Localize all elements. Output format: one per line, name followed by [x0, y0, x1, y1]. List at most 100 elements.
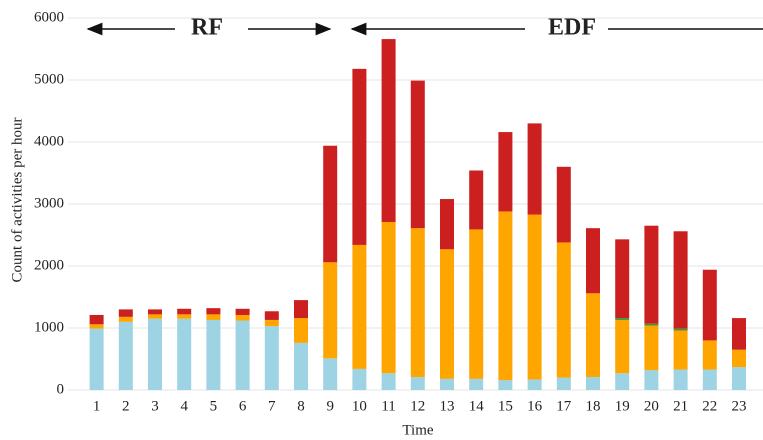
bar-segment — [528, 215, 542, 380]
bar-segment — [469, 171, 483, 230]
bar-segment — [674, 231, 688, 328]
bar-segment — [382, 373, 396, 390]
bar-segment — [469, 379, 483, 390]
bar-segment — [498, 380, 512, 390]
bar-segment — [294, 300, 308, 318]
bar-segment — [644, 226, 658, 324]
bar-segment — [674, 370, 688, 390]
x-tick-label: 9 — [326, 398, 334, 414]
bar-segment — [732, 318, 746, 350]
x-tick-label: 3 — [151, 398, 159, 414]
bar-segment — [469, 229, 483, 378]
x-tick-label: 18 — [586, 398, 601, 414]
bar-segment — [236, 309, 250, 315]
bar-segment — [644, 370, 658, 390]
x-tick-label: 6 — [239, 398, 247, 414]
x-tick-label: 15 — [498, 398, 513, 414]
bar-segment — [411, 377, 425, 390]
bar-segment — [586, 293, 600, 377]
y-tick-label: 0 — [57, 381, 65, 397]
bar-segment — [352, 69, 366, 245]
bar-segment — [382, 222, 396, 373]
bar-segment — [323, 358, 337, 390]
bar-segment — [586, 377, 600, 390]
bar-segment — [557, 242, 571, 377]
bar-segment — [703, 370, 717, 390]
y-tick-label: 2000 — [34, 257, 64, 273]
bar-segment — [411, 81, 425, 229]
bar-segment — [119, 317, 133, 322]
bar-segment — [440, 379, 454, 390]
y-tick-label: 4000 — [34, 133, 64, 149]
bar-segment — [644, 324, 658, 326]
bar-segment — [265, 326, 279, 390]
x-tick-label: 1 — [93, 398, 101, 414]
bar-segment — [177, 309, 191, 315]
x-tick-label: 17 — [556, 398, 572, 414]
y-tick-label: 1000 — [34, 319, 64, 335]
bar-segment — [528, 379, 542, 390]
bar-segment — [703, 270, 717, 341]
bar-segment — [119, 309, 133, 316]
bar-segment — [352, 369, 366, 390]
bar-segment — [294, 343, 308, 390]
x-tick-label: 22 — [702, 398, 717, 414]
bar-segment — [90, 315, 104, 324]
bar-segment — [615, 373, 629, 390]
x-tick-label: 4 — [180, 398, 188, 414]
bar-segment — [411, 228, 425, 377]
bar-segment — [177, 314, 191, 318]
bar-segment — [352, 245, 366, 369]
bar-segment — [148, 319, 162, 390]
bar-segment — [440, 199, 454, 249]
x-tick-label: 16 — [527, 398, 543, 414]
bar-segment — [236, 321, 250, 390]
y-tick-label: 6000 — [34, 9, 64, 25]
bar-segment — [236, 315, 250, 321]
x-tick-label: 11 — [381, 398, 395, 414]
x-tick-label: 19 — [615, 398, 630, 414]
bar-segment — [644, 326, 658, 371]
bar-segment — [440, 249, 454, 379]
bar-segment — [265, 320, 279, 326]
bar-segment — [177, 319, 191, 390]
bar-segment — [382, 39, 396, 222]
bar-segment — [615, 320, 629, 373]
bar-segment — [148, 314, 162, 318]
x-tick-label: 5 — [210, 398, 218, 414]
x-tick-label: 12 — [410, 398, 425, 414]
bar-segment — [528, 123, 542, 214]
bar-segment — [206, 314, 220, 320]
bar-segment — [498, 132, 512, 211]
bar-segment — [557, 378, 571, 390]
x-tick-label: 10 — [352, 398, 367, 414]
x-tick-label: 2 — [122, 398, 130, 414]
bar-segment — [206, 308, 220, 314]
bar-segment — [265, 311, 279, 320]
bar-segment — [498, 211, 512, 380]
x-tick-label: 14 — [469, 398, 485, 414]
bar-segment — [206, 320, 220, 390]
y-tick-label: 3000 — [34, 195, 64, 211]
annotation: RF — [191, 15, 223, 41]
x-axis-label: Time — [402, 422, 433, 438]
bar-segment — [674, 330, 688, 369]
bar-segment — [90, 329, 104, 390]
y-tick-label: 5000 — [34, 71, 64, 87]
chart: Count of activities per hour Time RF EDF… — [0, 0, 763, 440]
bar-segment — [119, 322, 133, 390]
x-tick-label: 23 — [732, 398, 747, 414]
bar-segment — [557, 167, 571, 243]
x-tick-label: 7 — [268, 398, 276, 414]
x-tick-label: 21 — [673, 398, 688, 414]
x-tick-label: 20 — [644, 398, 659, 414]
x-tick-label: 8 — [297, 398, 305, 414]
x-tick-label: 13 — [440, 398, 455, 414]
bar-segment — [323, 262, 337, 358]
bar-segment — [703, 340, 717, 369]
annotation: EDF — [548, 15, 596, 41]
bar-segment — [294, 318, 308, 343]
bar-segment — [674, 329, 688, 331]
bar-segment — [615, 318, 629, 320]
bar-segment — [615, 239, 629, 318]
